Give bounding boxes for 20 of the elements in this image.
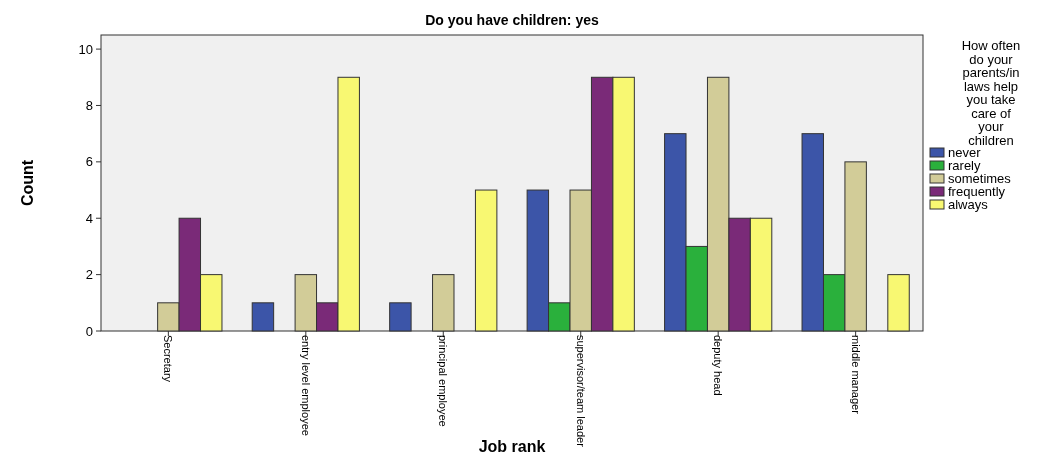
- legend-label: sometimes: [948, 171, 1012, 187]
- legend-label: rarely: [948, 158, 982, 174]
- x-tick-label: supervisor/team leader: [574, 335, 587, 448]
- x-tick-label: deputy head: [712, 335, 725, 396]
- y-tick-label: 4: [85, 210, 93, 226]
- y-tick-label: 10: [78, 41, 93, 57]
- legend-label: always: [948, 197, 989, 213]
- x-axis-title: Job rank: [478, 438, 546, 455]
- y-tick-label: 0: [85, 323, 93, 339]
- chart-title: Do you have children: yes: [425, 12, 599, 28]
- y-axis-title: Count: [19, 159, 36, 207]
- legend-label: never: [948, 145, 982, 161]
- legend-label: frequently: [948, 184, 1006, 200]
- y-tick-label: 6: [85, 154, 93, 170]
- x-tick-label: Secretary: [162, 335, 175, 383]
- x-tick-label: middle manager: [849, 335, 862, 415]
- y-tick-label: 8: [85, 98, 93, 114]
- x-tick-label: principal employee: [437, 335, 450, 427]
- x-tick-label: entry level employee: [299, 335, 312, 436]
- y-tick-label: 2: [85, 267, 93, 283]
